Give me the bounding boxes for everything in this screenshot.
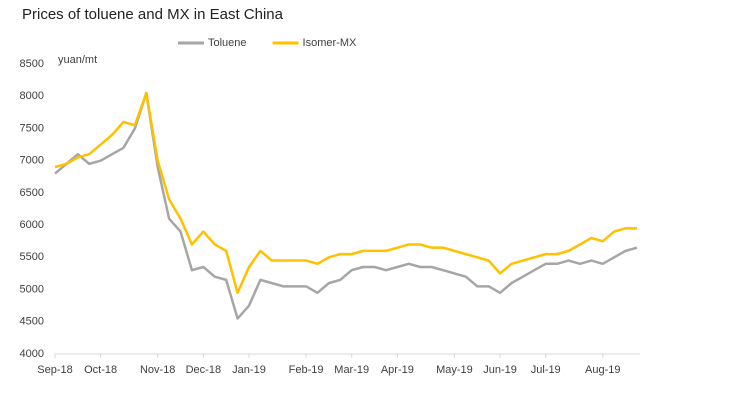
y-tick-label: 8000 [20, 90, 44, 102]
y-tick-label: 5000 [20, 283, 44, 295]
y-tick-label: 8500 [20, 58, 44, 70]
x-tick-label: May-19 [436, 364, 473, 376]
x-tick-label: Sep-18 [37, 364, 72, 376]
x-tick-label: Jan-19 [232, 364, 266, 376]
y-tick-label: 6000 [20, 219, 44, 231]
y-tick-label: 6500 [20, 187, 44, 199]
chart-title: Prices of toluene and MX in East China [22, 6, 284, 23]
y-tick-label: 7000 [20, 155, 44, 167]
y-tick-label: 4500 [20, 316, 44, 328]
x-tick-label: Feb-19 [289, 364, 324, 376]
legend-label: Isomer-MX [303, 37, 357, 49]
legend-label: Toluene [208, 37, 247, 49]
y-tick-label: 4000 [20, 348, 44, 360]
x-tick-label: Jul-19 [531, 364, 561, 376]
line-series [54, 91, 637, 295]
x-tick-label: Apr-19 [381, 364, 414, 376]
x-tick-label: Dec-18 [186, 364, 221, 376]
line-series [54, 91, 638, 320]
y-tick-label: 7500 [20, 122, 44, 134]
x-tick-label: Nov-18 [140, 364, 175, 376]
x-tick-label: Mar-19 [334, 364, 369, 376]
x-tick-label: Jun-19 [483, 364, 517, 376]
y-tick-label: 5500 [20, 251, 44, 263]
x-tick-label: Aug-19 [585, 364, 620, 376]
x-tick-label: Oct-18 [84, 364, 117, 376]
y-axis-label: yuan/mt [58, 54, 97, 66]
